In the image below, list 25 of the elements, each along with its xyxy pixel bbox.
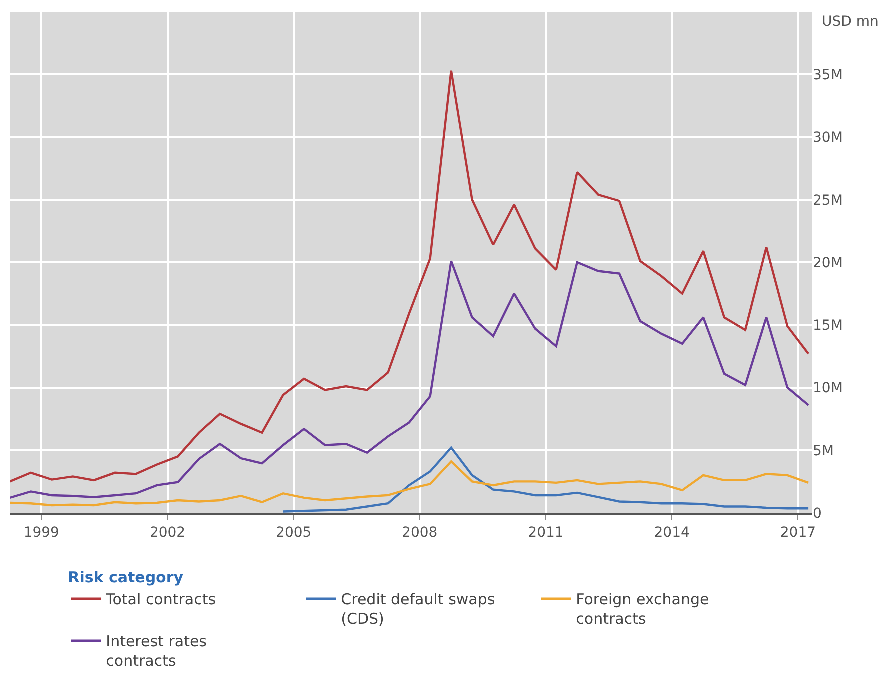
- line-series: [282, 446, 810, 513]
- line-series: [10, 460, 810, 507]
- y-tick-label: 25M: [813, 192, 843, 209]
- x-tick-label: 2002: [150, 524, 186, 541]
- x-tick-label: 2008: [402, 524, 438, 541]
- y-tick-label: 15M: [813, 318, 843, 334]
- legend-label: Credit default swaps (CDS): [341, 590, 496, 628]
- y-tick-label: 20M: [813, 255, 843, 272]
- x-tick-label: 1999: [24, 524, 60, 541]
- y-axis-title: USD mn: [822, 14, 879, 30]
- x-tick-label: 2005: [276, 524, 312, 541]
- line-series: [10, 260, 810, 500]
- legend-label: Foreign exchange contracts: [576, 590, 710, 628]
- y-tick-label: 5M: [813, 443, 834, 460]
- y-tick-label: 30M: [813, 130, 843, 146]
- x-tick-label: 2017: [780, 524, 816, 541]
- legend-label: Interest rates contracts: [106, 632, 208, 670]
- legend-label: Total contracts: [105, 590, 216, 609]
- y-tick-label: 0: [813, 506, 822, 522]
- x-tick-label: 2011: [528, 524, 564, 541]
- y-tick-label: 10M: [813, 380, 843, 397]
- legend-title: Risk category: [68, 568, 184, 587]
- x-tick-label: 2014: [654, 524, 690, 541]
- y-tick-label: 35M: [813, 68, 843, 84]
- line-series: [10, 70, 810, 483]
